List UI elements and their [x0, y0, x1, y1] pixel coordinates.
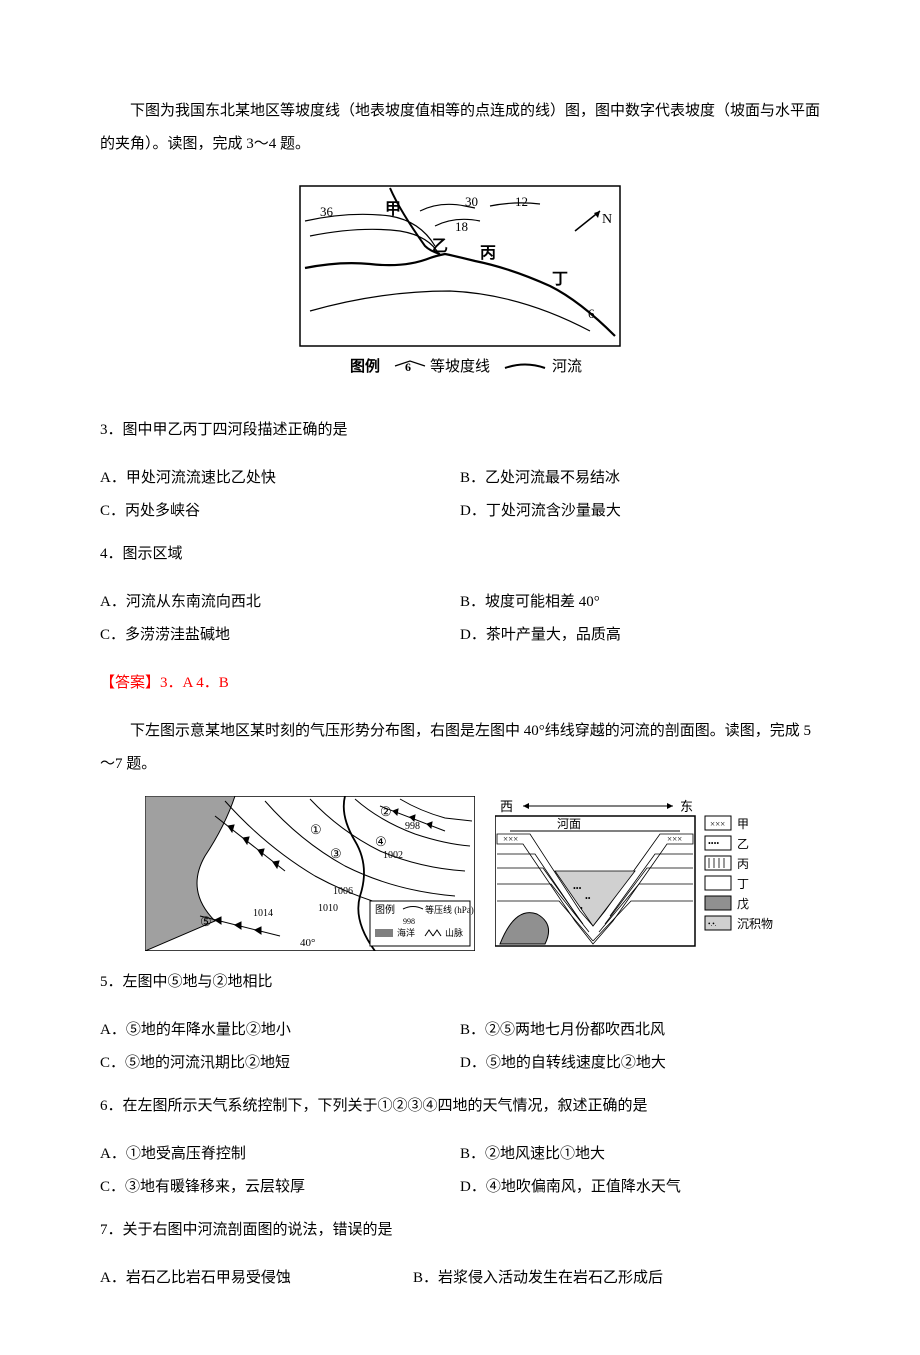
figure-2-container: ① ② ③ ④ ⑤ 998 1002 1006 1010 1014 40° 图例…: [100, 796, 820, 951]
svg-text:••••: ••••: [708, 839, 719, 848]
q4-row1: A．河流从东南流向西北 B．坡度可能相差 40°: [100, 586, 820, 619]
figure-1-svg: 36 甲 30 18 12 乙 丙 丁 6 N 图例 6 等坡度线 河流: [280, 176, 640, 386]
north-label: N: [602, 212, 612, 227]
label-12: 12: [515, 194, 528, 209]
q5-a: A．⑤地的年降水量比②地小: [100, 1014, 460, 1047]
leg-ding: 丁: [737, 877, 749, 891]
svg-text:•.•.: •.•.: [708, 920, 717, 928]
lat40: 40°: [300, 937, 315, 949]
q7-b: B．岩浆侵入活动发生在岩石乙形成后: [413, 1262, 820, 1295]
q6-a: A．①地受高压脊控制: [100, 1138, 460, 1171]
q6-d: D．④地吹偏南风，正值降水天气: [460, 1171, 820, 1204]
q5-d: D．⑤地的自转线速度比②地大: [460, 1047, 820, 1080]
leg-yi: 乙: [737, 837, 749, 851]
leg-998: 998: [403, 917, 415, 926]
pt4: ④: [375, 834, 387, 849]
leg-bing: 丙: [737, 857, 749, 871]
label-36: 36: [320, 204, 334, 219]
pt3: ③: [330, 846, 342, 861]
q3-header: 3．图中甲乙丙丁四河段描述正确的是: [100, 414, 820, 447]
legend-title: 图例: [350, 357, 380, 375]
svg-text:•••: •••: [573, 884, 582, 893]
q4-a: A．河流从东南流向西北: [100, 586, 460, 619]
figure-2-left: ① ② ③ ④ ⑤ 998 1002 1006 1010 1014 40° 图例…: [145, 796, 475, 951]
q3-row2: C．丙处多峡谷 D．丁处河流含沙量最大: [100, 495, 820, 528]
q3-a: A．甲处河流流速比乙处快: [100, 462, 460, 495]
label-6: 6: [588, 306, 595, 321]
iso998: 998: [405, 821, 420, 832]
svg-text:×××: ×××: [710, 819, 725, 829]
q4-c: C．多涝涝洼盐碱地: [100, 619, 460, 652]
q4-b: B．坡度可能相差 40°: [460, 586, 820, 619]
q5-row1: A．⑤地的年降水量比②地小 B．②⑤两地七月份都吹西北风: [100, 1014, 820, 1047]
q6-row2: C．③地有暖锋移来，云层较厚 D．④地吹偏南风，正值降水天气: [100, 1171, 820, 1204]
leg-ocean: 海洋: [397, 927, 415, 938]
q7-header: 7．关于右图中河流剖面图的说法，错误的是: [100, 1214, 820, 1247]
label-30: 30: [465, 194, 478, 209]
q7-row1: A．岩石乙比岩石甲易受侵蚀 B．岩浆侵入活动发生在岩石乙形成后: [100, 1262, 820, 1295]
figure-1-container: 36 甲 30 18 12 乙 丙 丁 6 N 图例 6 等坡度线 河流: [100, 176, 820, 399]
label-18: 18: [455, 219, 468, 234]
intro-paragraph-1: 下图为我国东北某地区等坡度线（地表坡度值相等的点连成的线）图，图中数字代表坡度（…: [100, 95, 820, 161]
leg-mtn: 山脉: [445, 927, 463, 938]
leg-title: 图例: [375, 903, 395, 916]
q6-row1: A．①地受高压脊控制 B．②地风速比①地大: [100, 1138, 820, 1171]
answer-34: 【答案】3．A 4．B: [100, 667, 820, 700]
iso1006: 1006: [333, 886, 353, 897]
q6-c: C．③地有暖锋移来，云层较厚: [100, 1171, 460, 1204]
label-jia: 甲: [385, 200, 401, 218]
q5-b: B．②⑤两地七月份都吹西北风: [460, 1014, 820, 1047]
r-surface: 河面: [557, 817, 581, 831]
leg-jia: 甲: [737, 817, 749, 831]
q5-header: 5．左图中⑤地与②地相比: [100, 966, 820, 999]
legend-contour: 等坡度线: [430, 357, 490, 375]
r-west: 西: [500, 799, 513, 814]
figure-2-right: 西 东 河面 •••••• ××××××: [495, 796, 775, 951]
svg-text:×××: ×××: [503, 834, 518, 844]
label-ding: 丁: [552, 271, 568, 288]
q3-c: C．丙处多峡谷: [100, 495, 460, 528]
r-east: 东: [680, 799, 693, 814]
legend-river: 河流: [552, 358, 582, 375]
q5-c: C．⑤地的河流汛期比②地短: [100, 1047, 460, 1080]
iso1002: 1002: [383, 850, 403, 861]
q4-row2: C．多涝涝洼盐碱地 D．茶叶产量大，品质高: [100, 619, 820, 652]
svg-text:•: •: [580, 904, 583, 913]
svg-text:×××: ×××: [667, 834, 682, 844]
q6-b: B．②地风速比①地大: [460, 1138, 820, 1171]
q5-row2: C．⑤地的河流汛期比②地短 D．⑤地的自转线速度比②地大: [100, 1047, 820, 1080]
q3-d: D．丁处河流含沙量最大: [460, 495, 820, 528]
leg-isobar: 等压线 (hPa): [425, 904, 474, 915]
q4-d: D．茶叶产量大，品质高: [460, 619, 820, 652]
leg-sed: 沉积物: [737, 917, 773, 931]
legend-contour-val: 6: [405, 360, 411, 374]
q6-header: 6．在左图所示天气系统控制下，下列关于①②③④四地的天气情况，叙述正确的是: [100, 1090, 820, 1123]
q7-a: A．岩石乙比岩石甲易受侵蚀: [100, 1262, 413, 1295]
q4-header: 4．图示区域: [100, 538, 820, 571]
q3-b: B．乙处河流最不易结冰: [460, 462, 820, 495]
pt2: ②: [380, 804, 392, 819]
iso1010: 1010: [318, 903, 338, 914]
leg-wu: 戊: [737, 897, 749, 911]
svg-text:••: ••: [585, 894, 591, 903]
pt1: ①: [310, 822, 322, 837]
label-yi: 乙: [432, 238, 448, 255]
q3-row1: A．甲处河流流速比乙处快 B．乙处河流最不易结冰: [100, 462, 820, 495]
iso1014: 1014: [253, 908, 273, 919]
intro-paragraph-2: 下左图示意某地区某时刻的气压形势分布图，右图是左图中 40°纬线穿越的河流的剖面…: [100, 715, 820, 781]
pt5: ⑤: [200, 914, 212, 929]
label-bing: 丙: [480, 244, 496, 262]
